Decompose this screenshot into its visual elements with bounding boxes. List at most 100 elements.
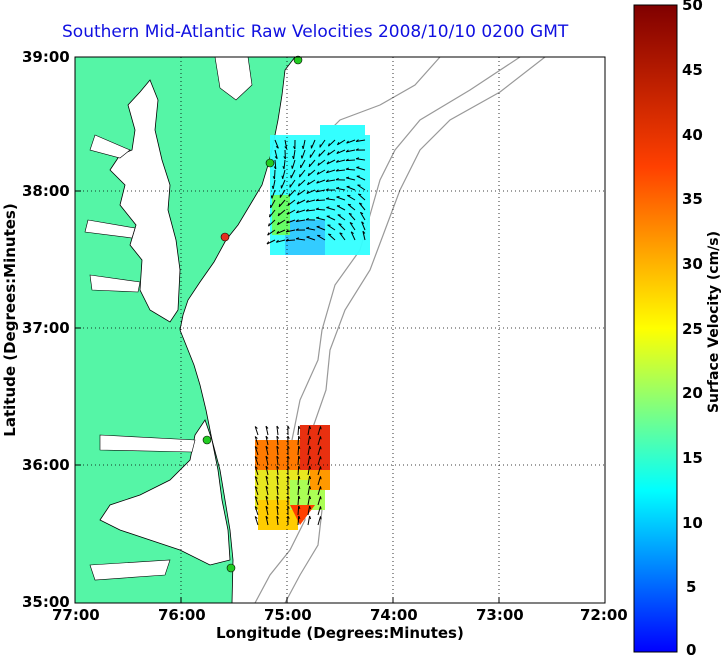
velocity-arrowhead xyxy=(359,202,363,205)
velocity-arrowhead xyxy=(306,226,310,229)
velocity-arrow xyxy=(300,159,306,169)
velocity-arrowhead xyxy=(309,515,312,520)
y-tick-label: 37:00 xyxy=(22,319,70,337)
velocity-arrowhead xyxy=(298,445,301,449)
velocity-arrow xyxy=(307,466,311,476)
velocity-arrowhead xyxy=(355,148,359,151)
velocity-arrowhead xyxy=(254,456,258,459)
south-velocity-field xyxy=(254,425,330,530)
velocity-arrow xyxy=(336,187,346,191)
velocity-arrow xyxy=(265,476,269,486)
velocity-arrow xyxy=(336,149,346,155)
radar-sites xyxy=(202,55,303,573)
velocity-arrowhead xyxy=(298,505,301,509)
velocity-arrowhead xyxy=(276,505,280,509)
velocity-arrowhead xyxy=(288,193,291,197)
velocity-arrow xyxy=(326,207,336,211)
velocity-arrow xyxy=(297,455,300,466)
velocity-arrow xyxy=(306,227,316,231)
velocity-arrowhead xyxy=(287,475,290,479)
velocity-arrowhead xyxy=(349,222,353,225)
velocity-arrowhead xyxy=(308,163,311,167)
velocity-arrowhead xyxy=(336,186,340,189)
velocity-arrowhead xyxy=(328,233,332,236)
velocity-arrow xyxy=(347,194,356,201)
x-tick-label: 73:00 xyxy=(476,606,524,624)
velocity-arrowhead xyxy=(296,210,299,214)
velocity-arrow xyxy=(283,159,286,169)
velocity-arrowhead xyxy=(339,232,343,235)
velocity-arrowhead xyxy=(269,214,271,218)
velocity-arrow xyxy=(307,496,311,506)
velocity-arrow xyxy=(265,466,269,476)
velocity-arrow xyxy=(346,149,356,153)
velocity-arrowhead xyxy=(276,465,280,469)
velocity-arrowhead xyxy=(315,198,319,202)
velocity-arrow xyxy=(278,199,286,208)
velocity-arrowhead xyxy=(336,196,340,198)
velocity-arrow xyxy=(265,516,269,526)
velocity-arrow xyxy=(327,233,336,241)
velocity-arrowhead xyxy=(318,153,321,157)
velocity-arrow xyxy=(276,426,279,436)
velocity-arrowhead xyxy=(335,168,339,172)
north-velocity-field xyxy=(266,125,370,255)
velocity-arrow xyxy=(297,445,300,456)
velocity-arrowhead xyxy=(305,208,309,212)
velocity-arrow xyxy=(345,168,356,171)
velocity-arrow xyxy=(270,199,276,209)
velocity-arrowhead xyxy=(316,216,320,219)
velocity-arrow xyxy=(356,167,366,171)
velocity-arrowhead xyxy=(356,166,360,168)
velocity-arrow xyxy=(347,203,356,211)
velocity-arrowhead xyxy=(320,496,322,500)
velocity-arrowhead xyxy=(320,456,322,460)
velocity-arrowhead xyxy=(315,207,319,210)
velocity-arrowhead xyxy=(320,476,322,480)
velocity-arrowhead xyxy=(317,162,320,166)
velocity-arrow xyxy=(316,179,326,184)
velocity-arrowhead xyxy=(362,230,366,234)
velocity-arrowhead xyxy=(296,201,300,205)
site-marker xyxy=(202,435,212,445)
x-tick-label: 76:00 xyxy=(158,606,206,624)
velocity-arrow xyxy=(327,149,336,156)
velocity-arrow xyxy=(268,219,276,227)
velocity-arrowhead xyxy=(298,455,301,459)
velocity-arrow xyxy=(326,159,336,165)
velocity-arrowhead xyxy=(327,152,330,156)
velocity-arrowhead xyxy=(284,146,288,150)
velocity-arrowhead xyxy=(360,211,364,215)
velocity-arrow xyxy=(317,516,321,526)
velocity-arrow xyxy=(254,496,259,506)
velocity-arrow xyxy=(317,476,321,486)
velocity-arrowhead xyxy=(275,239,279,243)
velocity-arrowhead xyxy=(298,183,300,187)
velocity-arrow xyxy=(276,229,286,235)
velocity-arrowhead xyxy=(254,506,258,509)
velocity-arrowhead xyxy=(276,455,280,459)
velocity-arrowhead xyxy=(287,425,290,429)
velocity-arrow xyxy=(327,224,336,231)
velocity-arrowhead xyxy=(298,495,301,499)
velocity-arrowhead xyxy=(287,495,290,499)
velocity-arrow xyxy=(287,199,296,206)
velocity-arrow xyxy=(265,496,269,506)
velocity-arrowhead xyxy=(320,426,322,430)
velocity-arrowhead xyxy=(287,515,290,519)
velocity-arrow xyxy=(274,149,278,159)
velocity-arrowhead xyxy=(336,141,340,146)
velocity-arrow xyxy=(306,199,316,203)
velocity-arrow xyxy=(317,446,321,456)
x-tick-label: 74:00 xyxy=(370,606,418,624)
velocity-arrowhead xyxy=(346,140,349,144)
velocity-arrowhead xyxy=(276,435,280,439)
velocity-arrowhead xyxy=(345,149,349,153)
velocity-arrow xyxy=(310,139,316,149)
velocity-arrow xyxy=(336,159,346,163)
velocity-arrowhead xyxy=(326,170,329,174)
velocity-arrow xyxy=(290,169,296,179)
velocity-arrow xyxy=(254,436,259,446)
velocity-arrow xyxy=(349,222,356,231)
velocity-arrow xyxy=(361,221,366,231)
